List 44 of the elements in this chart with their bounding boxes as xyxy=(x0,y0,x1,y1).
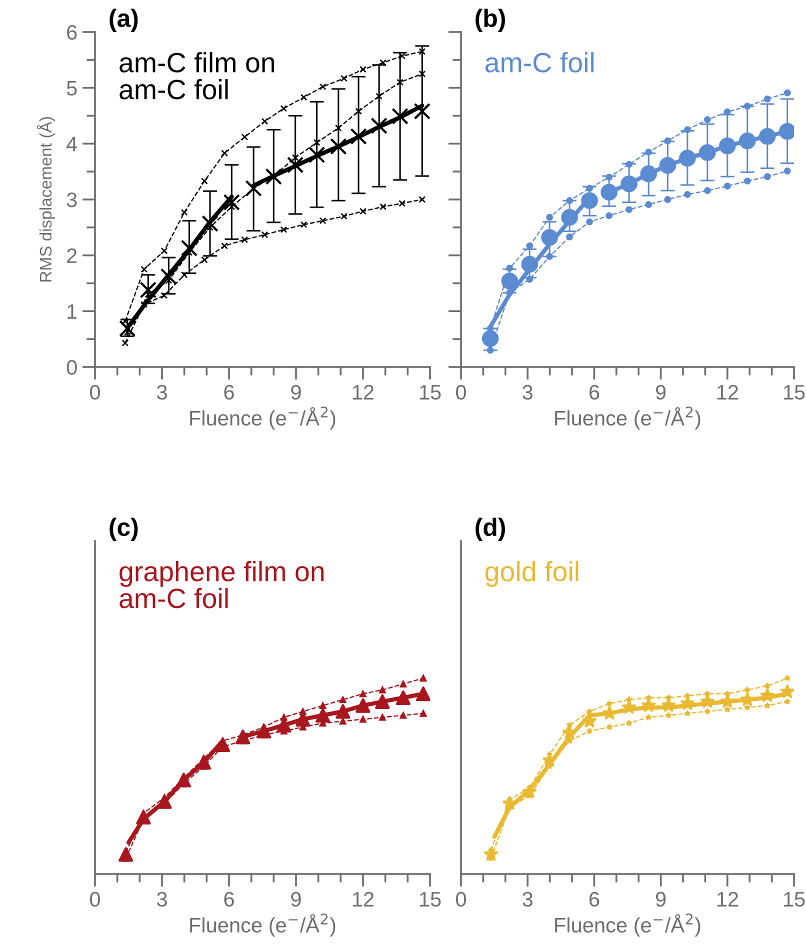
x-axis-title: Fluence (e$^{−}$/Å$^{2}$) xyxy=(555,914,700,937)
chart-title: (d) xyxy=(476,518,505,541)
annotation: am-C film on am-C foil xyxy=(120,52,274,100)
y-tick-label: 2 xyxy=(67,248,77,263)
x-tick-label: 3 xyxy=(522,892,532,907)
x-axis-title: Fluence (e$^{−}$/Å$^{2}$) xyxy=(190,914,336,937)
x-tick-label: 15 xyxy=(420,385,441,400)
x-tick-label: 12 xyxy=(353,892,374,906)
chart-title: (b) xyxy=(476,8,505,32)
annotation: am-C foil xyxy=(485,52,594,73)
y-tick-label: 3 xyxy=(66,192,77,208)
x-tick-label: 12 xyxy=(353,384,374,400)
y-tick-label: 1 xyxy=(68,304,77,319)
x-tick-label: 0 xyxy=(90,892,100,907)
y-axis-title: RMS displacement (Å) xyxy=(36,117,55,282)
text: graphene film on am-C foil xyxy=(120,560,324,608)
chart-title: (a) xyxy=(110,8,138,32)
x-tick-label: 0 xyxy=(90,384,100,400)
x-tick-label: 15 xyxy=(784,892,805,907)
x-tick-label: 15 xyxy=(420,892,441,907)
x-tick-label: 6 xyxy=(589,892,600,907)
x-tick-label: 12 xyxy=(717,384,738,400)
x-tick-label: 15 xyxy=(784,385,805,400)
x-tick-label: 9 xyxy=(656,384,666,400)
x-tick-label: 3 xyxy=(522,384,532,400)
y-tick-label: 5 xyxy=(66,81,77,96)
chart-title: (c) xyxy=(110,518,138,541)
x-axis-title: Fluence (e$^{−}$/Å$^{2}$) xyxy=(190,406,336,430)
x-tick-label: 6 xyxy=(589,384,600,400)
x-tick-label: 9 xyxy=(291,384,301,400)
y-tick-label: 6 xyxy=(67,25,77,40)
x-tick-label: 3 xyxy=(157,892,167,907)
y-tick-label: 0 xyxy=(66,360,77,375)
x-tick-label: 6 xyxy=(224,384,234,400)
x-tick-label: 12 xyxy=(717,892,738,906)
x-tick-label: 0 xyxy=(456,384,466,400)
x-axis-title: Fluence (e$^{−}$/Å$^{2}$) xyxy=(555,406,700,430)
x-tick-label: 9 xyxy=(656,892,666,907)
x-tick-label: 6 xyxy=(224,892,234,907)
x-tick-label: 0 xyxy=(456,892,466,907)
text: gold foil xyxy=(485,560,578,587)
x-tick-label: 9 xyxy=(291,892,301,907)
x-tick-label: 3 xyxy=(157,384,167,400)
y-tick-label: 4 xyxy=(66,136,78,152)
